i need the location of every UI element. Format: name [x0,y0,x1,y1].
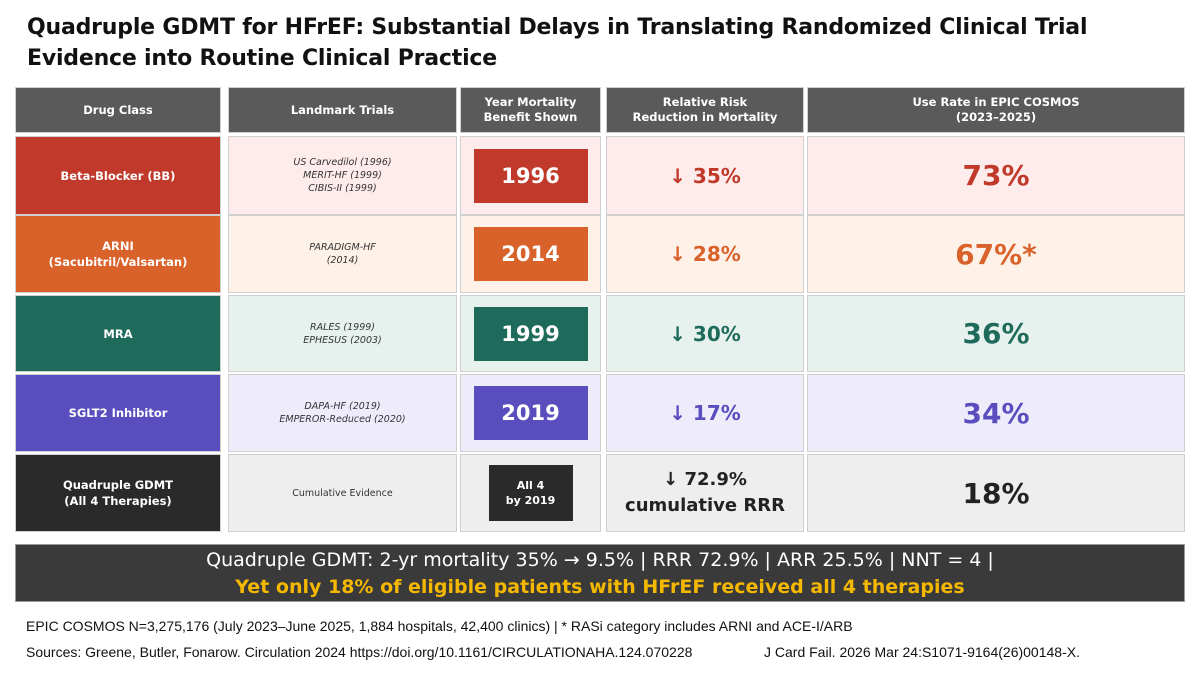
use-rate-cell: 73% [807,136,1185,215]
drug-class-line: SGLT2 Inhibitor [68,406,168,420]
header-text-line: Landmark Trials [290,102,395,117]
rrr-line: ↓ 72.9% [663,469,747,490]
use-rate-value: 36% [962,317,1030,350]
drug-class-label: SGLT2 Inhibitor [69,405,168,421]
summary-banner: Quadruple GDMT: 2-yr mortality 35% → 9.5… [15,544,1185,602]
trial-name: DAPA-HF (2019) [304,401,381,412]
trials-cell: DAPA-HF (2019) EMPEROR-Reduced (2020) [228,374,457,452]
rrr-cell: ↓ 35% [606,136,804,215]
year-badge: 1996 [473,148,588,203]
rrr-value: ↓ 30% [669,321,741,346]
trials-cell: PARADIGM-HF (2014) [228,215,457,293]
page-title: Quadruple GDMT for HFrEF: Substantial De… [27,15,1088,71]
trial-name: EMPEROR-Reduced (2020) [279,414,406,425]
banner-line-2: Yet only 18% of eligible patients with H… [235,576,965,598]
trials-cell: Cumulative Evidence [228,454,457,532]
header-year-benefit: Year Mortality Benefit Shown [460,87,601,133]
trial-name: CIBIS-II (1999) [308,183,377,194]
drug-class-label: ARNI (Sacubitril/Valsartan) [49,238,188,270]
banner-line-1: Quadruple GDMT: 2-yr mortality 35% → 9.5… [206,549,994,571]
trial-name: RALES (1999) [309,321,376,333]
drug-class-line: Quadruple GDMT [62,478,174,492]
trial-name: EPHESUS (2003) [303,334,382,346]
trials-list: DAPA-HF (2019) EMPEROR-Reduced (2020) [279,400,405,426]
drug-class-cell: Quadruple GDMT (All 4 Therapies) [15,454,221,532]
year-badge: All 4 by 2019 [488,465,573,521]
year-badge: 2014 [473,227,588,281]
header-landmark-trials-text: Landmark Trials [291,103,394,118]
rrr-cell: ↓ 72.9% cumulative RRR [606,454,804,532]
use-rate-cell: 67%* [807,215,1185,293]
footer-cohort-note: EPIC COSMOS N=3,275,176 (July 2023–June … [26,618,853,634]
year-badge: 1999 [473,306,588,361]
use-rate-cell: 18% [807,454,1185,532]
header-year-benefit-text: Year Mortality Benefit Shown [484,95,578,125]
drug-class-label: Quadruple GDMT (All 4 Therapies) [63,477,173,509]
year-badge-text: All 4 by 2019 [506,478,556,508]
trials-list: Cumulative Evidence [292,487,392,500]
trials-cell: US Carvedilol (1996) MERIT-HF (1999) CIBIS… [228,136,457,215]
header-text-line: Relative Risk [662,95,748,109]
trials-list: RALES (1999) EPHESUS (2003) [303,321,382,347]
footer-citation: J Card Fail. 2026 Mar 24:S1071-9164(26)0… [764,644,1080,660]
drug-class-cell: MRA [15,295,221,372]
drug-class-label: MRA [103,326,132,342]
use-rate-value: 73% [962,159,1030,192]
header-text-line: Benefit Shown [483,110,578,124]
trials-list: PARADIGM-HF (2014) [309,241,376,267]
year-badge-line: by 2019 [505,494,556,507]
trials-cell: RALES (1999) EPHESUS (2003) [228,295,457,372]
drug-class-line: (All 4 Therapies) [64,494,172,508]
trial-name: MERIT-HF (1999) [303,170,382,181]
drug-class-line: ARNI [102,239,134,253]
header-use-rate-text: Use Rate in EPIC COSMOS (2023–2025) [912,95,1079,125]
year-badge: 2019 [473,386,588,440]
use-rate-cell: 36% [807,295,1185,372]
header-landmark-trials: Landmark Trials [228,87,457,133]
use-rate-value: 67%* [955,237,1037,271]
header-relative-risk-reduction-text: Relative Risk Reduction in Mortality [633,95,778,125]
header-text-line: Year Mortality [484,95,577,109]
drug-class-line: (Sacubitril/Valsartan) [48,255,188,269]
rrr-cell: ↓ 30% [606,295,804,372]
trial-name: Cumulative Evidence [292,487,393,499]
header-drug-class: Drug Class [15,87,221,133]
rrr-line: cumulative RRR [625,495,785,516]
rrr-cell: ↓ 17% [606,374,804,452]
drug-class-line: MRA [103,326,133,341]
rrr-value: ↓ 28% [669,242,741,266]
header-text-line: Reduction in Mortality [632,110,778,124]
header-use-rate: Use Rate in EPIC COSMOS (2023–2025) [807,87,1185,133]
trial-name: US Carvedilol (1996) [293,157,392,168]
use-rate-value: 34% [962,396,1030,430]
header-relative-risk-reduction: Relative Risk Reduction in Mortality [606,87,804,133]
use-rate-cell: 34% [807,374,1185,452]
trial-name: (2014) [326,255,359,266]
header-text-line: Drug Class [83,102,153,117]
rrr-cell: ↓ 28% [606,215,804,293]
use-rate-value: 18% [962,476,1030,510]
drug-class-cell: Beta-Blocker (BB) [15,136,221,215]
drug-class-line: Beta-Blocker (BB) [60,168,176,183]
trials-list: US Carvedilol (1996) MERIT-HF (1999) CIBIS… [293,156,391,195]
drug-class-cell: SGLT2 Inhibitor [15,374,221,452]
drug-class-cell: ARNI (Sacubitril/Valsartan) [15,215,221,293]
header-text-line: (2023–2025) [955,110,1037,124]
drug-class-label: Beta-Blocker (BB) [61,168,176,184]
trial-name: PARADIGM-HF [309,242,376,253]
header-drug-class-text: Drug Class [83,103,152,118]
footer-sources: Sources: Greene, Butler, Fonarow. Circul… [26,644,693,660]
rrr-value: ↓ 17% [669,401,741,425]
header-text-line: Use Rate in EPIC COSMOS [912,95,1080,109]
rrr-value: ↓ 72.9% cumulative RRR [625,467,785,519]
year-badge-line: All 4 [516,479,545,492]
rrr-value: ↓ 35% [669,163,741,188]
